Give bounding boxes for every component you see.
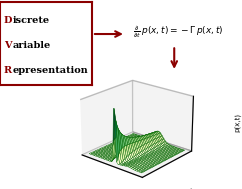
Text: epresentation: epresentation [13,66,89,75]
Text: $\frac{\partial}{\partial t}\,p(x,t)=-\Gamma\,p(x,t)$: $\frac{\partial}{\partial t}\,p(x,t)=-\G… [133,24,224,40]
Text: V: V [4,41,11,50]
Y-axis label: t: t [190,188,193,189]
Text: R: R [4,66,12,75]
Text: D: D [4,16,12,25]
Text: ariable: ariable [13,41,51,50]
Text: iscrete: iscrete [13,16,50,25]
